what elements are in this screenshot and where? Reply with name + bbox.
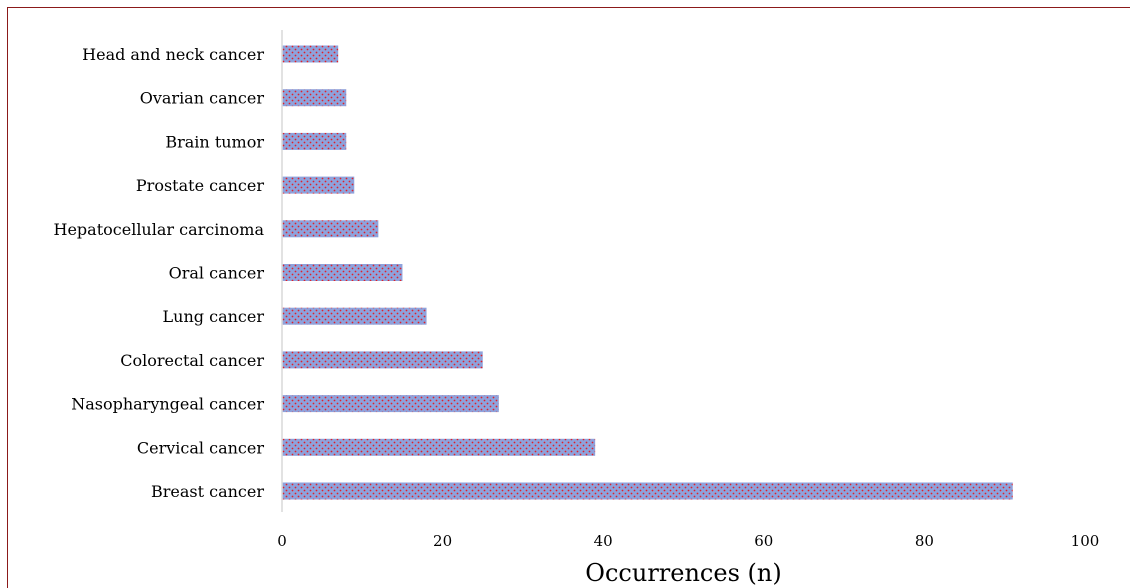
x-tick-label: 60 bbox=[754, 532, 773, 550]
category-label: Head and neck cancer bbox=[82, 45, 264, 64]
bar bbox=[282, 351, 483, 369]
category-label: Breast cancer bbox=[151, 482, 264, 501]
bar bbox=[282, 482, 1013, 500]
category-labels: Breast cancer Cervical cancer Nasopharynge… bbox=[54, 45, 265, 501]
category-label: Ovarian cancer bbox=[140, 89, 265, 108]
bar bbox=[282, 307, 427, 325]
category-label: Colorectal cancer bbox=[120, 351, 264, 370]
bar bbox=[282, 45, 339, 63]
category-label: Cervical cancer bbox=[137, 438, 264, 457]
x-tick-label: 80 bbox=[915, 532, 934, 550]
bar bbox=[282, 89, 347, 107]
x-tick-label: 40 bbox=[594, 532, 613, 550]
category-label: Hepatocellular carcinoma bbox=[54, 220, 265, 239]
category-label: Brain tumor bbox=[165, 132, 264, 151]
x-axis-title: Occurrences (n) bbox=[585, 559, 781, 587]
x-tick-label: 0 bbox=[277, 532, 287, 550]
bars-layer bbox=[282, 45, 1013, 500]
x-tick-labels: 0 20 40 60 80 100 bbox=[277, 532, 1099, 550]
bar bbox=[282, 132, 347, 150]
bar bbox=[282, 176, 355, 194]
bar bbox=[282, 264, 403, 281]
category-label: Oral cancer bbox=[169, 264, 265, 283]
bar bbox=[282, 438, 596, 456]
category-label: Prostate cancer bbox=[136, 176, 264, 195]
category-label: Nasopharyngeal cancer bbox=[71, 395, 264, 414]
bar bbox=[282, 220, 379, 238]
bar bbox=[282, 395, 499, 413]
category-label: Lung cancer bbox=[163, 307, 265, 326]
x-tick-label: 20 bbox=[433, 532, 452, 550]
x-tick-label: 100 bbox=[1071, 532, 1100, 550]
